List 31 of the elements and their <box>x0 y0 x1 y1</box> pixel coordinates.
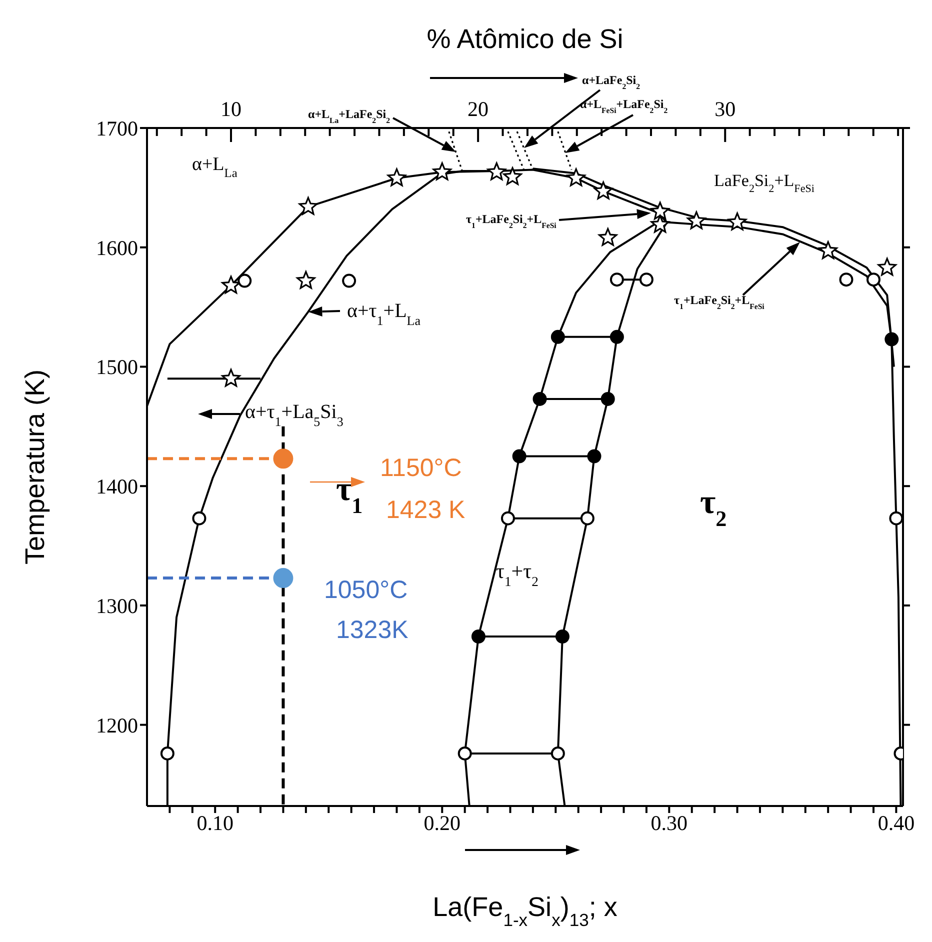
x-tick-label: 0.30 <box>650 810 688 835</box>
annotation: 1150°C <box>380 454 462 482</box>
y-tick-label: 1500 <box>96 355 138 380</box>
annotation: 1323K <box>336 616 409 644</box>
annotation: τ$_{1}$+τ$_{2}$ <box>496 559 539 588</box>
annotation: 1050°C <box>324 576 408 604</box>
text: α+LaFe$_{2}$Si$_{2}$ <box>582 73 640 90</box>
annotation: α+L$_{La}$ <box>192 154 238 180</box>
x2-axis-title: % Atômico de Si <box>426 24 624 54</box>
y-tick-label: 1400 <box>96 474 138 499</box>
x-tick-label: 0.10 <box>196 810 234 835</box>
y-axis-title: Temperatura (K) <box>20 369 50 565</box>
annotation: 1423 K <box>386 496 466 524</box>
annotation: α+τ$_{1}$+L$_{La}$ <box>347 300 421 328</box>
x2-tick-label: 20 <box>468 97 489 121</box>
annotation: τ$_{1}$ <box>336 471 363 518</box>
x-axis-title: La(Fe$_{1-x}$Si$_{x}$)$_{13}$; x <box>432 892 618 930</box>
x-tick-label: 0.40 <box>878 810 915 835</box>
y-tick-label: 1200 <box>96 713 138 738</box>
y-tick-label: 1600 <box>96 236 138 260</box>
y-tick-label: 1300 <box>96 594 138 618</box>
x-tick-label: 0.20 <box>424 810 461 835</box>
y-tick-label: 1700 <box>96 116 138 140</box>
annotation: τ$_{1}$+LaFe$_{2}$Si$_{2}$+L$_{FeSi}$ <box>466 212 558 230</box>
x2-tick-label: 10 <box>220 97 242 121</box>
text: α+L$_{La}$+LaFe$_{2}$Si$_{2}$ <box>308 107 390 124</box>
annotation: τ$_{2}$ <box>700 484 727 530</box>
x2-tick-label: 30 <box>714 97 736 121</box>
annotation: α+τ$_{1}$+La$_{5}$Si$_{3}$ <box>245 401 344 428</box>
annotation: τ$_{1}$+LaFe$_{2}$Si$_{2}$+L$_{FeSi}$ <box>674 293 766 310</box>
annotation: LaFe$_{2}$Si$_{2}$+L$_{FeSi}$ <box>714 171 814 195</box>
